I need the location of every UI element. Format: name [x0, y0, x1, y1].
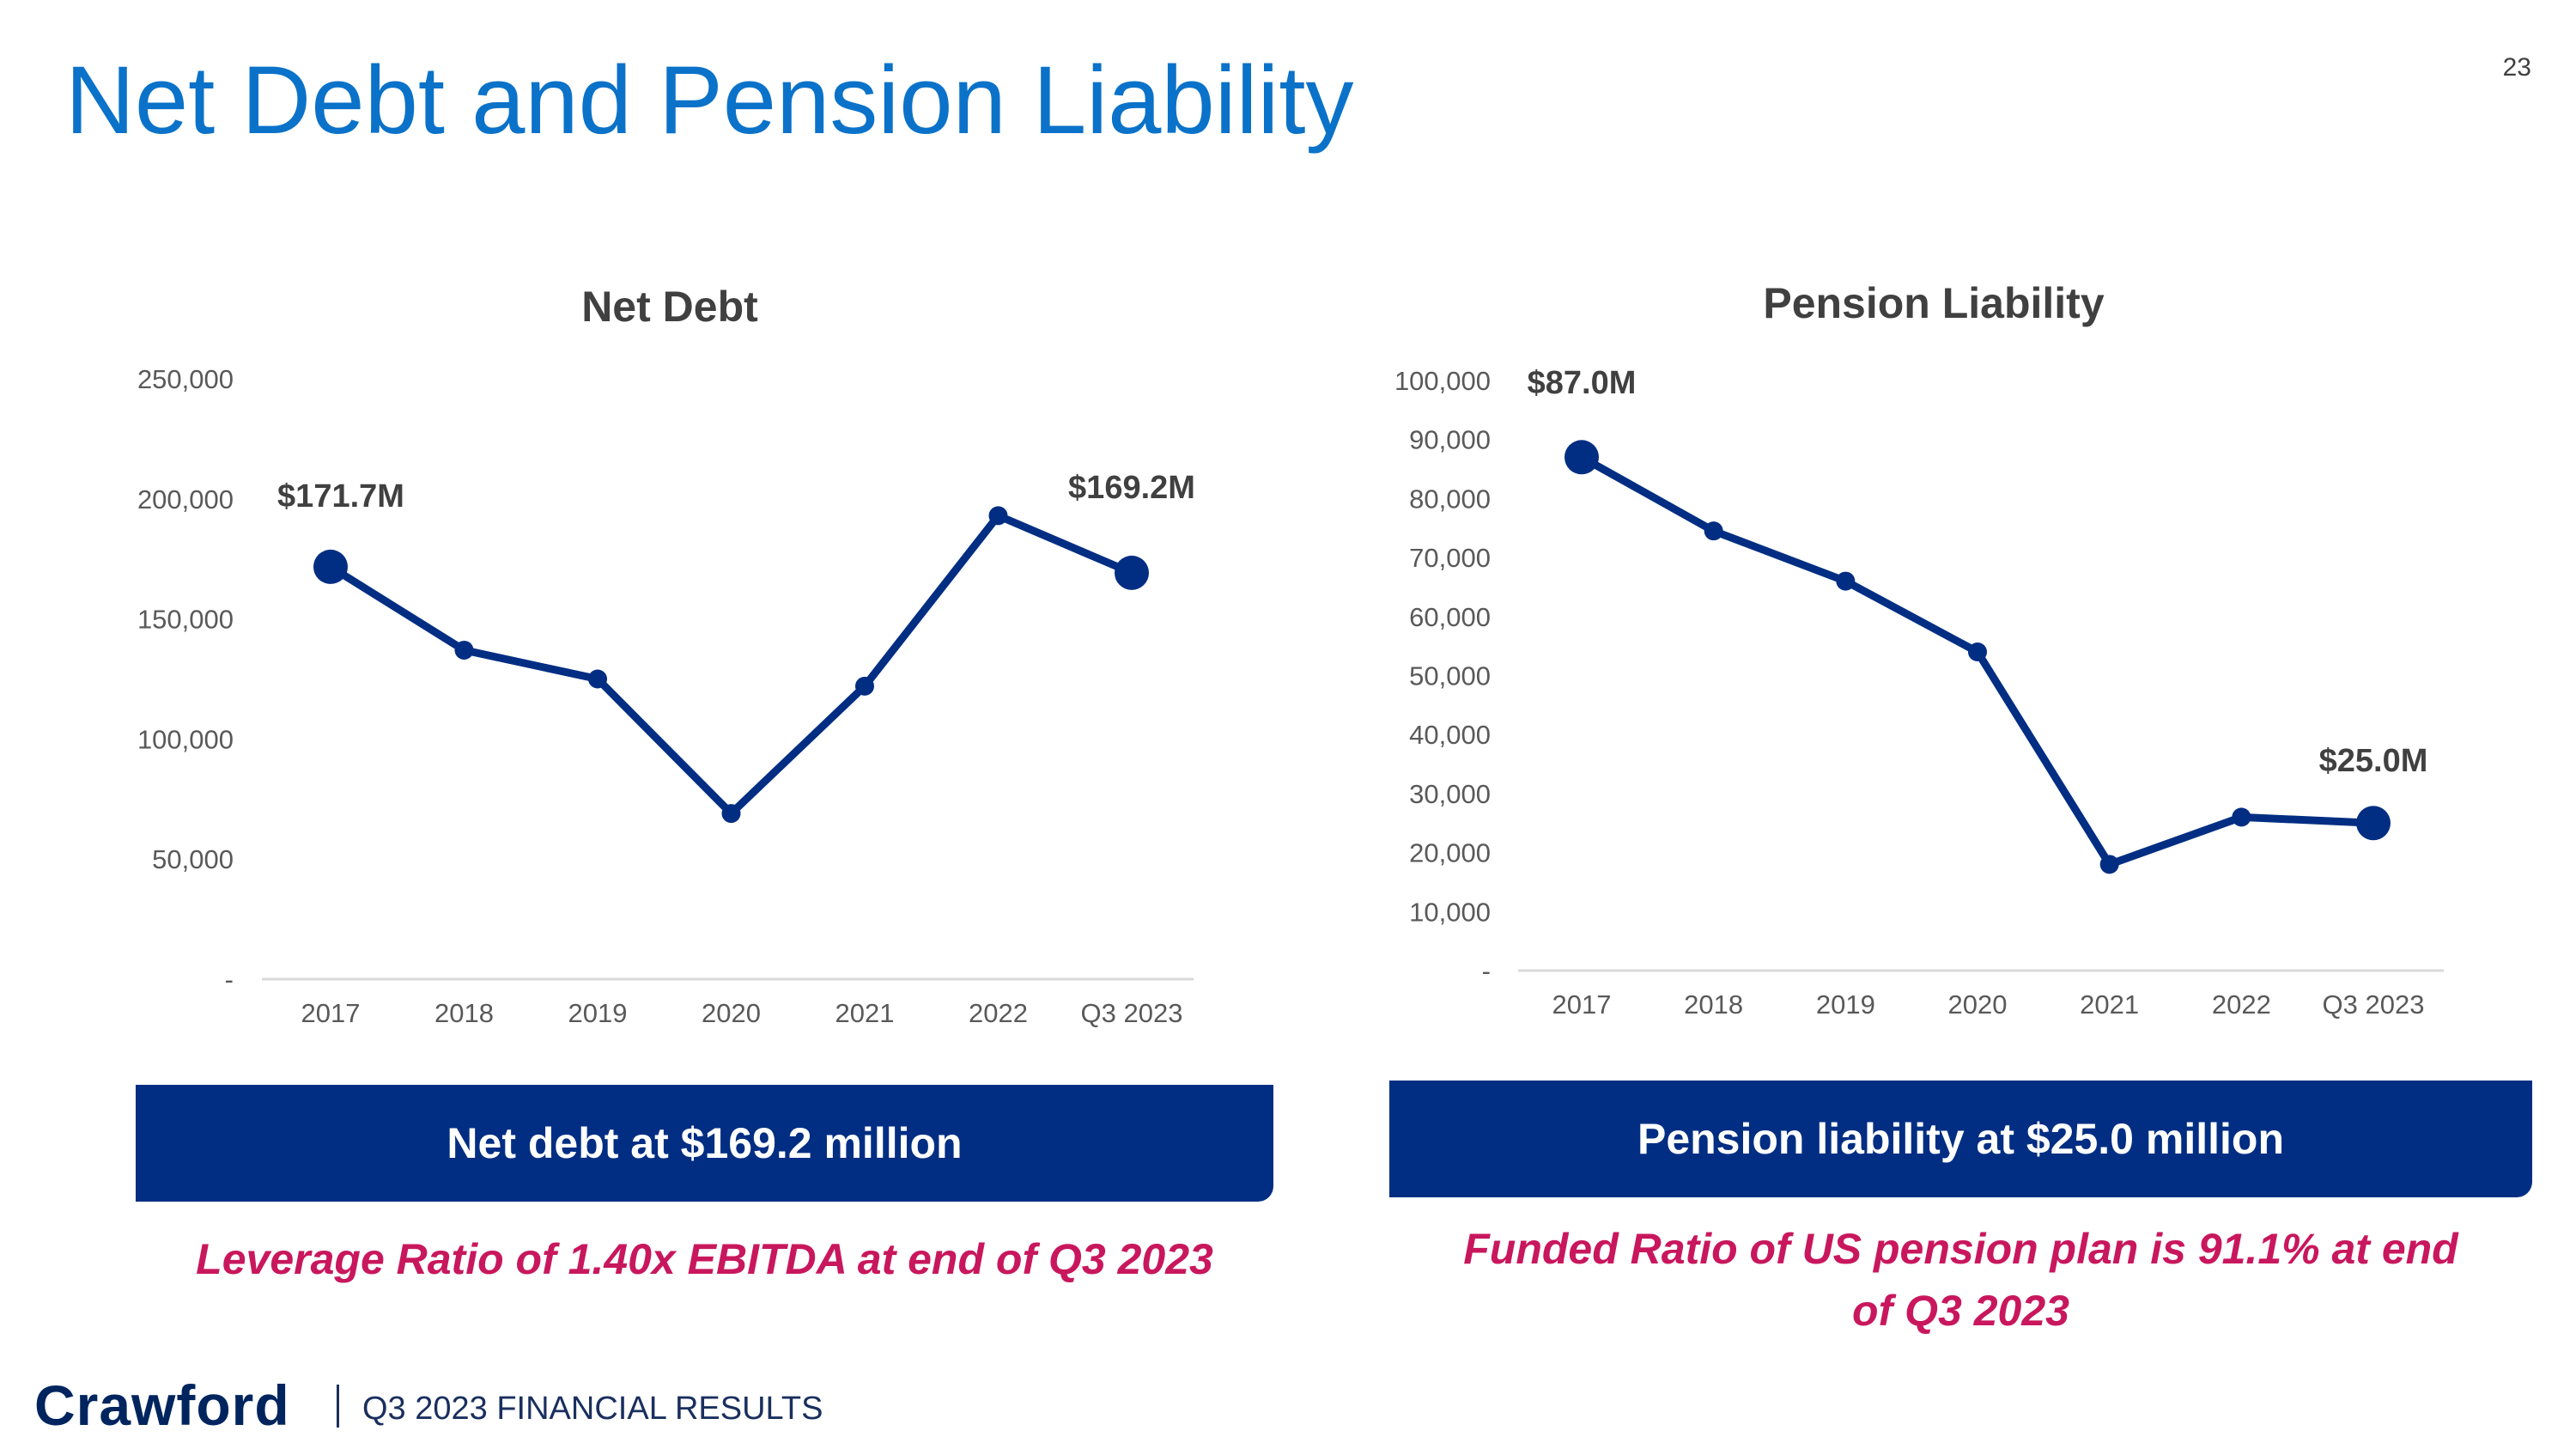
x-tick-label: 2017 [301, 998, 361, 1028]
x-tick-label: 2020 [702, 998, 761, 1028]
x-tick-label: 2019 [1816, 989, 1875, 1020]
crawford-logo: Crawford [34, 1373, 290, 1437]
series-line [326, 511, 1136, 818]
y-tick-label: 50,000 [1409, 661, 1491, 691]
x-tick-label: 2022 [2212, 989, 2271, 1020]
x-tick-label: Q3 2023 [2323, 989, 2425, 1020]
footer-text: Q3 2023 FINANCIAL RESULTS [362, 1391, 823, 1427]
leverage-ratio-note: Leverage Ratio of 1.40x EBITDA at end of… [196, 1235, 1213, 1283]
y-tick-label: 250,000 [137, 364, 234, 394]
data-point [988, 506, 1008, 526]
page-title: Net Debt and Pension Liability [65, 46, 1354, 154]
data-point [1968, 642, 1987, 662]
y-tick-label: - [225, 965, 234, 995]
net-debt-chart: Net Debt - 50,000 100,000 150,000 200,000 250,… [137, 283, 1195, 1028]
data-point [1115, 555, 1149, 590]
data-point [2232, 807, 2251, 827]
data-point [313, 549, 348, 584]
y-tick-label: 70,000 [1409, 543, 1491, 573]
y-tick-label: 80,000 [1409, 484, 1491, 514]
y-tick-label: 50,000 [152, 844, 234, 874]
x-tick-label: 2018 [434, 998, 494, 1028]
data-point [588, 669, 607, 689]
chart-title: Pension Liability [1763, 279, 2104, 327]
x-tick-label: 2018 [1684, 989, 1743, 1020]
data-label: $169.2M [1068, 470, 1195, 506]
y-tick-label: 100,000 [1394, 366, 1491, 396]
y-tick-label: 200,000 [137, 484, 234, 514]
data-label: $25.0M [2319, 743, 2428, 779]
y-tick-label: 100,000 [137, 724, 234, 754]
net-debt-banner: Net debt at $169.2 million [136, 1085, 1273, 1202]
data-label: $87.0M [1528, 365, 1637, 401]
x-tick-label: 2020 [1948, 989, 2008, 1020]
data-point [721, 804, 741, 824]
y-tick-label: 150,000 [137, 605, 234, 635]
data-point [1564, 440, 1599, 475]
y-tick-label: 40,000 [1409, 720, 1491, 750]
x-tick-label: Q3 2023 [1081, 998, 1183, 1028]
x-tick-label: 2021 [835, 998, 895, 1028]
footer-divider [337, 1385, 339, 1428]
y-tick-label: 20,000 [1409, 838, 1491, 868]
page-number: 23 [2502, 53, 2531, 82]
data-point [2356, 806, 2391, 841]
data-point [1704, 521, 1723, 541]
x-tick-label: 2019 [568, 998, 628, 1028]
funded-ratio-note: Funded Ratio of US pension plan is 91.1%… [1463, 1225, 2458, 1335]
data-point [855, 676, 874, 696]
data-point [1836, 571, 1856, 591]
y-tick-label: 10,000 [1409, 897, 1491, 927]
y-tick-label: 30,000 [1409, 779, 1491, 809]
y-tick-label: - [1482, 956, 1491, 986]
pension-liability-chart: Pension Liability - 10,000 20,000 30,000 40,0… [1394, 279, 2444, 1020]
chart-title: Net Debt [581, 283, 758, 331]
x-tick-label: 2017 [1552, 989, 1612, 1020]
x-tick-label: 2022 [969, 998, 1028, 1028]
x-tick-label: 2021 [2080, 989, 2139, 1020]
y-tick-label: 60,000 [1409, 602, 1491, 632]
y-tick-label: 90,000 [1409, 425, 1491, 455]
data-label: $171.7M [277, 478, 404, 514]
data-point [454, 640, 474, 660]
pension-liability-banner: Pension liability at $25.0 million [1389, 1081, 2532, 1197]
data-point [2099, 855, 2119, 874]
